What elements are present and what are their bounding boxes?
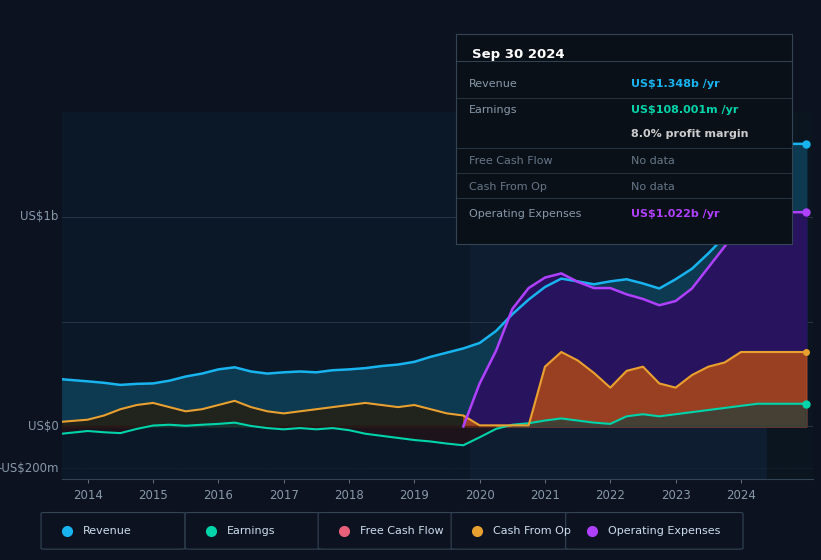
Text: Free Cash Flow: Free Cash Flow (360, 526, 444, 535)
Text: US$108.001m /yr: US$108.001m /yr (631, 105, 738, 115)
FancyBboxPatch shape (186, 512, 322, 549)
Text: No data: No data (631, 182, 675, 192)
FancyBboxPatch shape (452, 512, 570, 549)
Text: Revenue: Revenue (83, 526, 132, 535)
Text: Operating Expenses: Operating Expenses (608, 526, 720, 535)
Text: Earnings: Earnings (469, 105, 517, 115)
Text: Revenue: Revenue (469, 79, 518, 89)
Text: US$0: US$0 (28, 420, 58, 433)
Text: US$1.022b /yr: US$1.022b /yr (631, 209, 719, 219)
Text: US$1.348b /yr: US$1.348b /yr (631, 79, 719, 89)
Bar (470, 112, 813, 479)
Text: Free Cash Flow: Free Cash Flow (469, 156, 553, 166)
FancyBboxPatch shape (319, 512, 455, 549)
Text: -US$200m: -US$200m (0, 462, 58, 475)
FancyBboxPatch shape (566, 512, 743, 549)
Text: No data: No data (631, 156, 675, 166)
Bar (62, 112, 470, 479)
Text: Operating Expenses: Operating Expenses (469, 209, 581, 219)
Text: Sep 30 2024: Sep 30 2024 (473, 48, 565, 61)
Bar (767, 112, 813, 479)
Text: Earnings: Earnings (227, 526, 276, 535)
FancyBboxPatch shape (41, 512, 186, 549)
Text: US$1b: US$1b (21, 211, 58, 223)
Text: Cash From Op: Cash From Op (493, 526, 571, 535)
Text: 8.0% profit margin: 8.0% profit margin (631, 129, 748, 139)
Text: Cash From Op: Cash From Op (469, 182, 547, 192)
